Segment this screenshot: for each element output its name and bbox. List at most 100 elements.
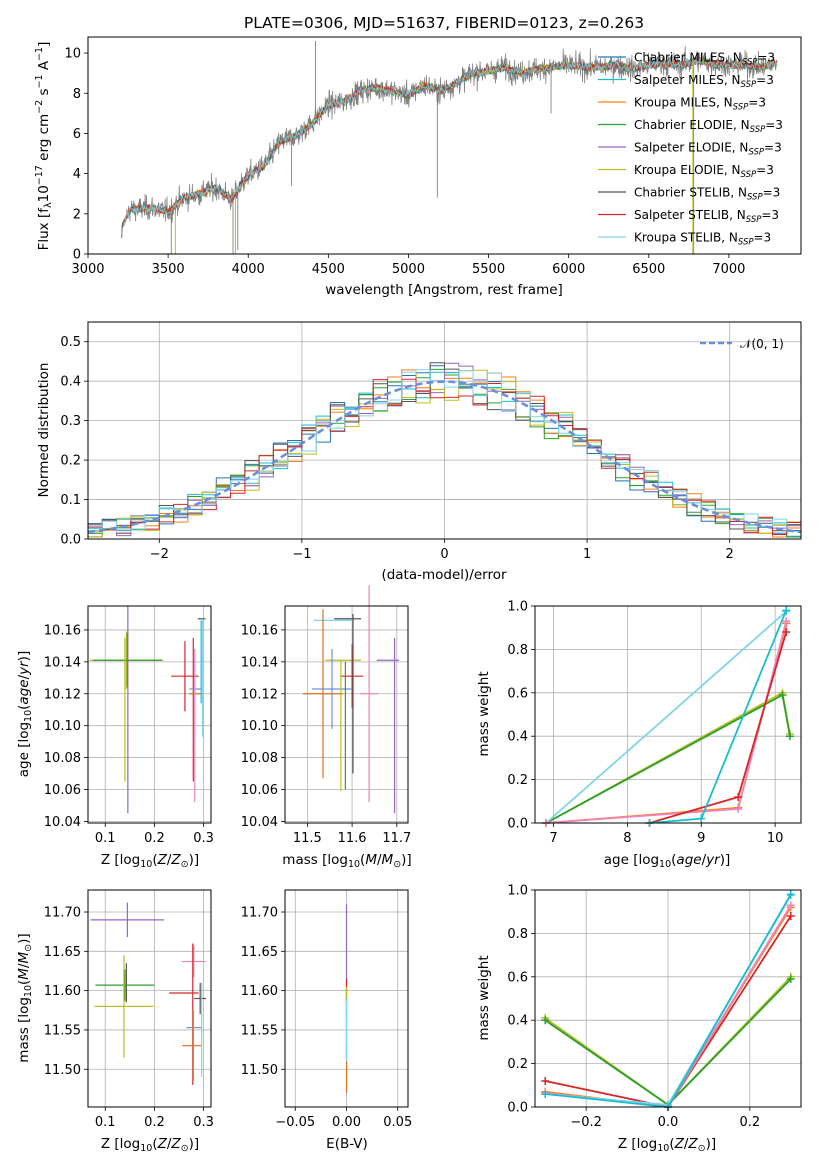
mass-weight-line <box>546 623 788 824</box>
residuals-ytick-label: 0.1 <box>60 493 81 508</box>
mass-vs-metallicity-xlabel: Z [log10(Z/Z⊙)] <box>101 1136 199 1154</box>
normal-legend: 𝒩(0, 1) <box>700 337 784 351</box>
errorbar-point <box>95 969 155 1001</box>
spectrum-ytick-label: 2 <box>73 207 81 222</box>
age-vs-mass-ytick-label: 10.14 <box>241 655 278 670</box>
residuals-xlabel: (data-model)/error <box>381 567 507 583</box>
mass-vs-EBV-ytick-label: 11.50 <box>241 1063 278 1078</box>
mass-vs-Z-xtick-label: 0.2 <box>144 1115 165 1130</box>
residuals-ytick-label: 0.3 <box>60 414 81 429</box>
mass-weight-marker <box>541 1076 550 1085</box>
weight-vs-metallicity-ylabel: mass weight <box>476 955 492 1040</box>
mass-vs-EBV-xtick-label: 0.05 <box>383 1115 412 1130</box>
age-vs-mass-ytick-label: 10.04 <box>241 815 278 830</box>
age-vs-mass-ytick-label: 10.06 <box>241 783 278 798</box>
mass-weight-marker <box>786 901 795 910</box>
legend-suffix: =3 <box>761 208 779 222</box>
weight-vs-age-xlabel: age [log10(age/yr)] <box>604 852 730 870</box>
age-ylabel: age [log10(age/yr)] <box>16 651 34 777</box>
mass-vs-ebv-panel: E(B-V) −0.05 0.00 0.05 11.50 11.55 11.60 11.65… <box>241 889 412 1152</box>
weight-vs-Z-ytick-label: 1.0 <box>507 884 528 899</box>
normal-distribution-curve <box>87 380 802 534</box>
mass-vs-metallicity-errorbars <box>90 902 207 1085</box>
weight-vs-metallicity-xlabel: Z [log10(Z/Z⊙)] <box>618 1136 716 1154</box>
age-vs-Z-ytick-label: 10.06 <box>44 783 81 798</box>
weight-vs-age-lines <box>542 606 794 827</box>
mass-weight-line <box>649 609 788 824</box>
age-vs-mass-panel: mass [log10(M/M⊙)] 11.5 11.6 11.7 10.04 10.0… <box>241 585 412 870</box>
errorbar-point <box>94 955 154 1058</box>
mass-weight-marker <box>782 628 791 637</box>
age-vs-Z-ytick-label: 10.12 <box>44 687 81 702</box>
legend-label: Chabrier MILES, NSSP=3 <box>634 51 775 68</box>
weight-vs-age-xtick-label: 8 <box>623 831 631 846</box>
age-vs-metallicity-xlabel: Z [log10(Z/Z⊙)] <box>101 852 199 870</box>
spectrum-ytick-label: 10 <box>64 47 81 62</box>
mass-vs-Z-ytick-label: 11.70 <box>44 906 81 921</box>
legend-subscript: SSP <box>738 238 754 248</box>
spectrum-xtick-label: 5000 <box>392 262 425 277</box>
weight-vs-metallicity-grid <box>535 889 801 1108</box>
residual-histogram-salpeter-elodie <box>88 362 801 538</box>
age-vs-mass-ytick-label: 10.10 <box>241 719 278 734</box>
spectrum-ytick-label: 4 <box>73 167 81 182</box>
mass-vs-Z-ytick-label: 11.65 <box>44 945 81 960</box>
age-vs-Z-ytick-label: 10.14 <box>44 655 81 670</box>
age-vs-metallicity-panel: Z [log10(Z/Z⊙)] age [log10(age/yr)] 0.1 0… <box>16 605 214 870</box>
weight-vs-age-ytick-label: 1.0 <box>507 600 528 615</box>
mass-weight-marker <box>697 814 706 823</box>
legend-label: Chabrier STELIB, NSSP=3 <box>634 186 780 203</box>
spectrum-lines <box>121 41 778 254</box>
weight-vs-Z-ytick-label: 0.2 <box>507 1057 528 1072</box>
legend-suffix: =3 <box>756 73 774 87</box>
age-vs-Z-xtick-label: 0.1 <box>95 831 116 846</box>
age-vs-Z-ytick-label: 10.16 <box>44 623 81 638</box>
residual-histogram-kroupa-elodie <box>88 369 801 538</box>
figure-title: PLATE=0306, MJD=51637, FIBERID=0123, z=0… <box>244 14 644 32</box>
errorbar-point <box>340 644 364 709</box>
legend-label: Salpeter MILES, NSSP=3 <box>634 73 774 90</box>
mass-vs-Z-xtick-label: 0.3 <box>193 1115 214 1130</box>
spectrum-xtick-label: 3000 <box>71 262 104 277</box>
mass-weight-marker <box>786 912 795 921</box>
residuals-ytick-label: 0.0 <box>60 533 81 548</box>
legend-label: Salpeter STELIB, NSSP=3 <box>634 208 779 225</box>
legend-suffix: =3 <box>754 231 772 245</box>
age-vs-Z-ytick-label: 10.10 <box>44 719 81 734</box>
age-vs-Z-ytick-label: 10.04 <box>44 815 81 830</box>
legend-subscript: SSP <box>748 148 764 158</box>
residuals-ytick-label: 0.4 <box>60 375 81 390</box>
mass-vs-EBV-xtick-label: 0.00 <box>332 1115 361 1130</box>
age-vs-mass-xtick-label: 11.5 <box>293 831 322 846</box>
mass-vs-EBV-xtick-label: −0.05 <box>275 1115 315 1130</box>
mass-weight-line <box>545 610 787 824</box>
mass-vs-Z-ytick-label: 11.60 <box>44 984 81 999</box>
age-vs-metallicity-axes-frame <box>87 605 212 824</box>
weight-vs-age-ylabel: mass weight <box>476 671 492 756</box>
mass-weight-marker <box>782 606 791 615</box>
age-vs-mass-ytick-label: 10.12 <box>241 687 278 702</box>
weight-vs-age-ytick-label: 0.6 <box>507 686 528 701</box>
spectrum-ytick-label: 0 <box>73 248 81 263</box>
spectrum-xtick-label: 6000 <box>552 262 585 277</box>
age-vs-mass-axes-frame <box>284 605 409 824</box>
legend-suffix: =3 <box>763 186 781 200</box>
residuals-ytick-label: 0.5 <box>60 335 81 350</box>
spectrum-ylabel: Flux [fλ10−17 erg cm−2 s−1 A−1] <box>34 42 54 251</box>
weight-vs-age-axes-frame <box>534 605 802 824</box>
spectrum-xtick-label: 6500 <box>632 262 665 277</box>
legend-subscript: SSP <box>747 193 763 203</box>
mass-vs-EBV-ytick-label: 11.70 <box>241 906 278 921</box>
residuals-grid <box>88 322 801 540</box>
age-vs-mass-ytick-label: 10.16 <box>241 623 278 638</box>
residuals-histograms <box>87 362 802 538</box>
spectrum-legend: Chabrier MILES, NSSP=3 Salpeter MILES, NS… <box>598 51 783 248</box>
mass-vs-EBV-ytick-label: 11.55 <box>241 1023 278 1038</box>
model-spectrum-kroupa-stelib <box>121 57 778 234</box>
age-vs-metallicity-errorbars <box>89 606 206 814</box>
spectrum-axes-frame <box>87 36 802 255</box>
errorbar-point <box>171 641 199 712</box>
age-vs-mass-errorbars <box>302 585 400 814</box>
legend-label: Kroupa ELODIE, NSSP=3 <box>634 163 774 180</box>
